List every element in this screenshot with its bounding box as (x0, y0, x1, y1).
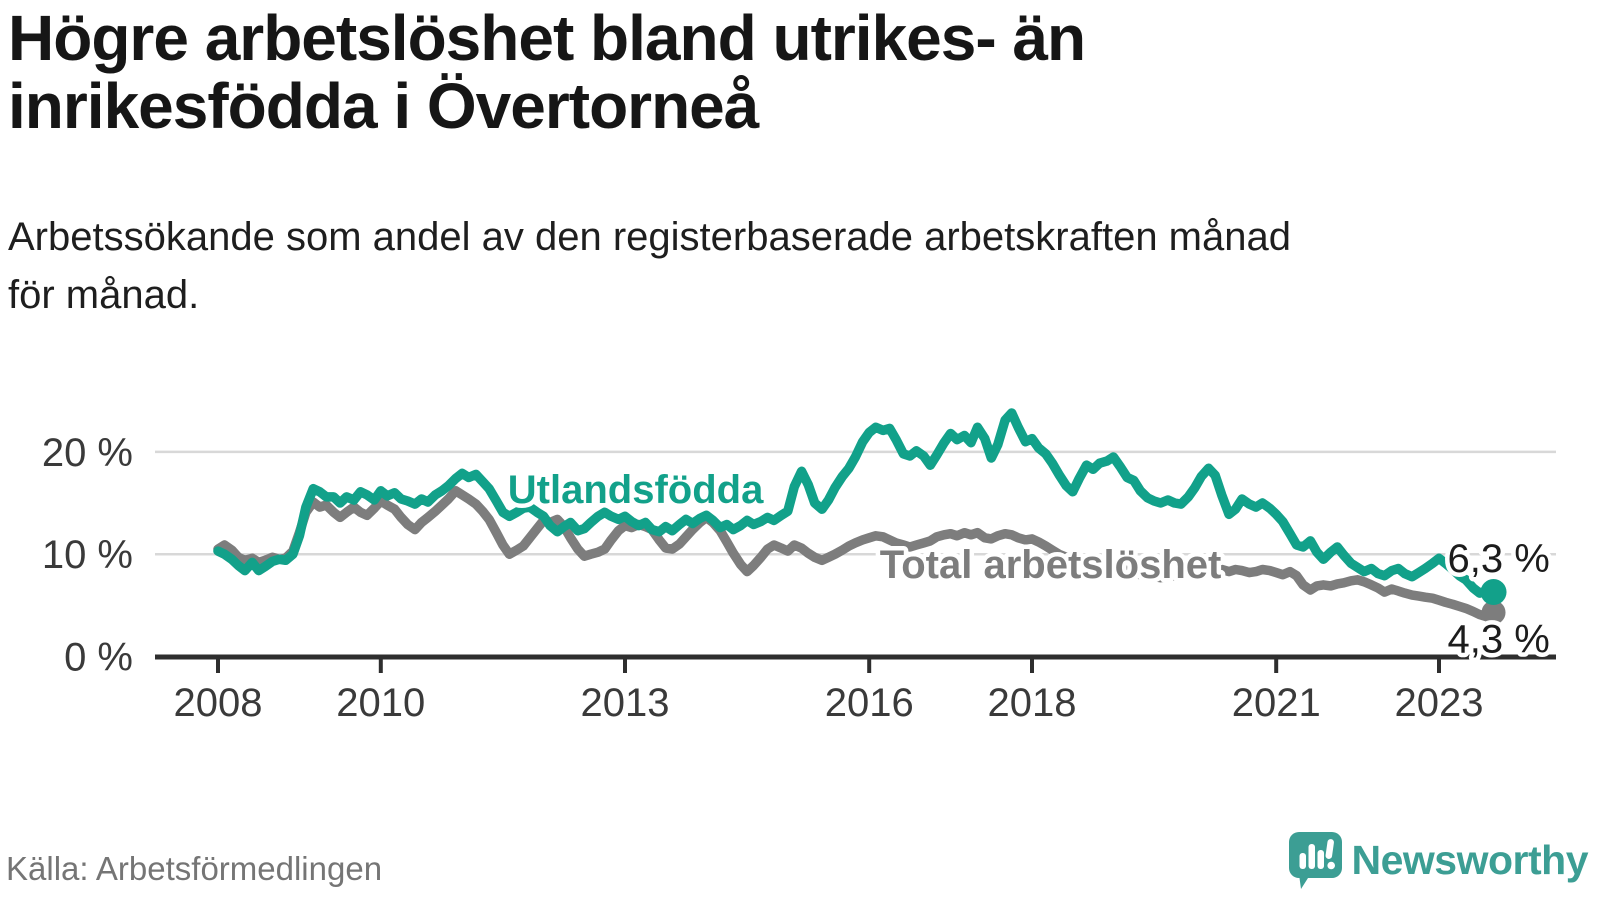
series-endpoint-dot (1480, 579, 1507, 606)
series-endpoint-dot (1481, 600, 1506, 625)
x-axis-tick-label: 2018 (988, 681, 1077, 725)
x-axis-tick-label: 2013 (581, 681, 670, 725)
newsworthy-brand: Newsworthy (1286, 830, 1589, 890)
y-axis-tick-label: 0 % (64, 636, 133, 680)
x-axis-tick-label: 2023 (1395, 681, 1484, 725)
chart-subtitle: Arbetssökande som andel av den registerb… (8, 215, 1291, 317)
brand-wordmark: Newsworthy (1351, 836, 1589, 883)
source-caption: Källa: Arbetsförmedlingen (6, 850, 383, 887)
end-value-label: 6,3 % (1448, 537, 1550, 581)
x-axis-tick-label: 2016 (825, 681, 914, 725)
x-axis-tick-label: 2021 (1232, 681, 1321, 725)
end-value-label: 4,3 % (1448, 618, 1550, 662)
series-line-total (213, 486, 1499, 622)
y-axis-tick-label: 20 % (42, 431, 133, 475)
x-axis-tick-label: 2010 (336, 681, 425, 725)
series-label-foreign-born: Utlandsfödda (508, 468, 764, 512)
series-label-total: Total arbetslöshet (880, 543, 1222, 587)
y-axis-tick-label: 10 % (42, 533, 133, 577)
series-line-foreign-born (213, 408, 1499, 598)
newsworthy-logo-icon (1288, 832, 1342, 889)
x-axis-tick-label: 2008 (174, 681, 263, 725)
page-title: Högre arbetslöshet bland utrikes- än inr… (8, 2, 1086, 143)
